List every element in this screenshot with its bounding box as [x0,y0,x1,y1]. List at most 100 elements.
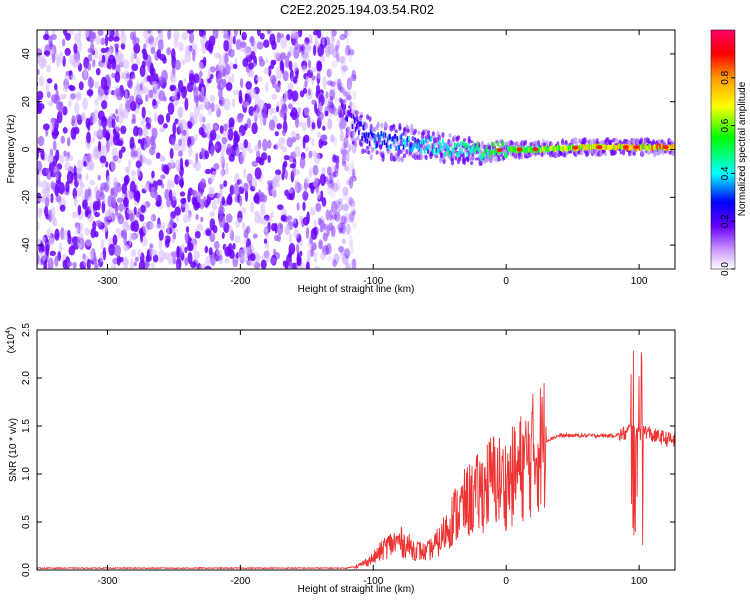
noise-blob [265,81,269,93]
track-halo [380,122,384,129]
colorbar-ticks: 0.0 0.2 0.4 0.6 0.8 [720,70,735,276]
track-cell [553,145,556,151]
noise-blob [87,54,93,62]
noise-blob [311,99,317,105]
noise-blob [207,107,213,116]
noise-blob [326,183,331,191]
noise-blob [326,224,330,237]
noise-blob [329,82,336,96]
noise-blob [290,33,298,40]
noise-blob [40,148,45,160]
noise-blob [229,184,235,196]
track-cell [415,144,418,150]
noise-blob [299,156,306,169]
noise-blob [308,167,313,179]
noise-blob [346,199,352,205]
noise-blob [237,217,243,224]
noise-blob [209,253,216,266]
noise-blob [332,171,336,178]
track-halo [440,153,444,159]
track-cell [650,146,653,151]
track-hotspot [633,145,640,150]
track-cell [507,145,509,151]
noise-blob [287,51,291,58]
track-cell [376,142,378,148]
noise-blob [180,198,186,205]
noise-blob [317,217,322,226]
track-cell [451,147,454,153]
noise-blob [181,31,189,41]
track-cell [659,143,661,149]
noise-blob [219,183,224,190]
track-cell [585,145,588,151]
noise-blob [349,74,354,82]
track-hotspot [572,145,579,150]
noise-blob [49,250,56,256]
noise-blob [330,187,336,199]
noise-blob [150,47,156,55]
noise-blob [82,97,88,111]
track-cell [608,144,610,150]
noise-blob [326,167,333,177]
noise-blob [58,154,65,164]
noise-blob [224,257,230,264]
noise-blob [221,136,228,145]
track-halo [534,143,538,148]
track-halo [397,155,401,163]
track-cell [591,144,593,150]
track-halo [654,151,658,156]
track-cell [532,148,535,154]
noise-blob [316,30,322,39]
noise-blob [224,64,231,76]
track-cell [594,144,596,150]
noise-blob [199,263,206,269]
track-cell [352,114,355,120]
noise-blob [281,98,287,104]
noise-blob [294,146,301,158]
noise-blob [274,222,278,234]
noise-blob [286,137,294,148]
snr-line-layer [37,350,675,570]
noise-blob [89,248,95,261]
track-halo [433,137,437,144]
noise-blob [192,48,196,62]
track-cell [467,143,470,149]
noise-blob [347,247,355,254]
noise-blob [254,167,262,180]
noise-blob [277,222,284,236]
noise-blob [83,160,87,167]
noise-blob [340,146,347,155]
snr-y-multiplier: (x104) [5,327,17,354]
noise-blob [320,55,326,63]
track-halo [470,161,474,165]
track-halo [580,150,584,156]
noise-blob [332,107,339,117]
noise-blob [282,70,289,82]
track-cell [651,145,654,151]
noise-blob [220,142,227,152]
noise-blob [66,171,74,184]
noise-blob [178,107,183,120]
noise-blob [179,157,184,171]
noise-blob [169,85,175,92]
noise-blob [345,149,350,163]
noise-blob [51,53,56,64]
noise-blob [313,256,318,263]
track-halo [400,156,404,163]
noise-blob [202,56,207,67]
noise-blob [122,107,129,120]
track-cell [653,144,656,149]
spectrogram-signal-track [338,88,675,167]
noise-blob [344,30,348,39]
track-cell [522,147,525,153]
noise-blob [108,54,116,64]
spectrogram-noise [37,30,358,269]
track-halo [354,141,358,148]
noise-blob [334,96,338,105]
noise-blob [94,98,99,107]
track-cell [345,115,347,121]
noise-blob [149,243,154,249]
noise-blob [203,196,207,207]
noise-blob [56,110,63,124]
noise-blob [343,61,347,72]
